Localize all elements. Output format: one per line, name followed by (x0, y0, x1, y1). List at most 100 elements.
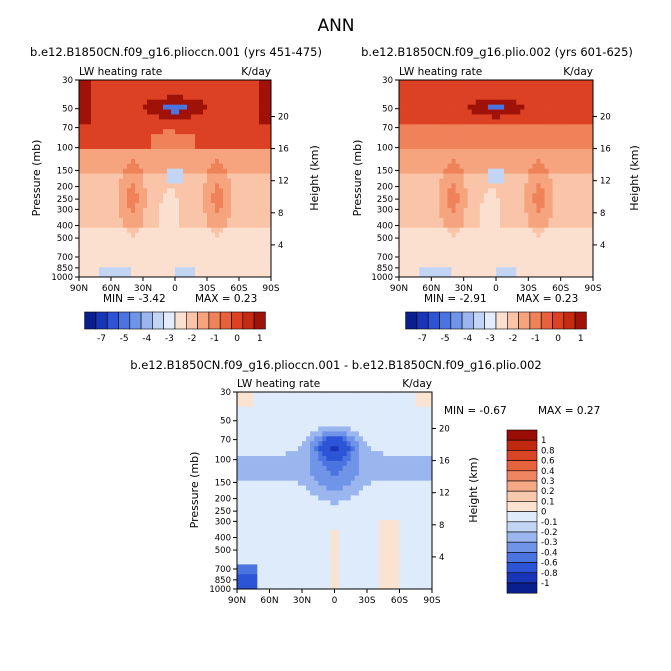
heatmap-cell (483, 183, 489, 189)
heatmap-cell (455, 94, 461, 101)
heatmap-cell (584, 242, 590, 248)
heatmap-cell (257, 441, 262, 447)
heatmap-cell (556, 252, 562, 258)
heatmap-cell (199, 272, 204, 278)
heatmap-cell (95, 109, 100, 115)
heatmap-cell (127, 252, 132, 258)
heatmap-cell (322, 515, 327, 521)
heatmap-cell (496, 99, 501, 106)
heatmap-cell (297, 529, 303, 536)
heatmap-cell (135, 272, 140, 278)
heatmap-cell (556, 173, 562, 179)
heatmap-cell (277, 460, 283, 467)
heatmap-cell (99, 84, 104, 91)
heatmap-cell (87, 119, 92, 125)
heatmap-cell (411, 198, 416, 204)
heatmap-cell (318, 446, 323, 452)
heatmap-cell (548, 208, 553, 214)
heatmap-cell (318, 524, 323, 531)
heatmap-cell (187, 178, 192, 184)
heatmap-cell (520, 134, 525, 140)
heatmap-cell (273, 396, 279, 403)
heatmap-cell (183, 158, 188, 165)
heatmap-cell (483, 178, 489, 184)
heatmap-cell (99, 203, 104, 209)
colorbar-swatch (484, 311, 497, 330)
heatmap-cell (273, 515, 279, 521)
heatmap-cell (195, 242, 200, 248)
heatmap-cell (241, 451, 246, 457)
heatmap-cell (447, 148, 452, 155)
heatmap-cell (147, 212, 152, 219)
heatmap-cell (293, 549, 299, 555)
heatmap-cell (259, 237, 264, 243)
heatmap-cell (237, 569, 242, 575)
heatmap-cell (127, 109, 132, 115)
heatmap-cell (302, 495, 307, 501)
heatmap-cell (227, 158, 232, 165)
heatmap-cell (415, 178, 420, 184)
heatmap-cell (423, 262, 428, 268)
heatmap-cell (584, 257, 590, 263)
heatmap-cell (171, 114, 176, 120)
heatmap-cell (143, 212, 148, 219)
heatmap-cell (443, 257, 448, 263)
heatmap-cell (572, 188, 578, 194)
heatmap-cell (560, 178, 566, 184)
heatmap-cell (528, 242, 533, 248)
heatmap-cell (187, 104, 192, 110)
heatmap-cell (475, 267, 481, 273)
heatmap-cell (411, 217, 416, 224)
heatmap-cell (83, 89, 88, 96)
heatmap-cell (261, 534, 266, 541)
heatmap-cell (403, 168, 408, 174)
heatmap-cell (187, 129, 192, 135)
heatmap-cell (455, 217, 461, 224)
heatmap-cell (289, 539, 295, 546)
heatmap-cell (135, 232, 140, 238)
heatmap-cell (243, 173, 248, 179)
heatmap-cell (247, 198, 252, 204)
heatmap-cell (564, 232, 570, 238)
heatmap-cell (487, 178, 493, 184)
heatmap-cell (245, 584, 250, 590)
heatmap-cell (83, 153, 88, 160)
heatmap-cell (540, 119, 545, 125)
heatmap-cell (516, 119, 521, 125)
heatmap-cell (467, 188, 473, 194)
heatmap-cell (508, 163, 513, 170)
heatmap-cell (159, 153, 164, 160)
heatmap-cell (532, 212, 537, 219)
heatmap-cell (87, 148, 92, 155)
heatmap-cell (544, 198, 549, 204)
heatmap-cell (131, 80, 136, 86)
heatmap-cell (588, 272, 594, 278)
heatmap-cell (261, 510, 266, 516)
heatmap-cell (588, 134, 594, 140)
heatmap-cell (306, 465, 311, 472)
heatmap-cell (265, 460, 270, 467)
heatmap-cell (259, 193, 264, 199)
heatmap-cell (520, 80, 525, 86)
heatmap-cell (115, 217, 120, 224)
heatmap-cell (199, 168, 204, 174)
heatmap-cell (131, 242, 136, 248)
heatmap-cell (155, 208, 160, 214)
heatmap-cell (255, 247, 260, 253)
heatmap-cell (500, 267, 505, 273)
heatmap-cell (79, 208, 84, 214)
heatmap-cell (107, 163, 112, 170)
heatmap-cell (207, 212, 212, 219)
heatmap-cell (552, 217, 558, 224)
heatmap-cell (163, 272, 168, 278)
heatmap-cell (237, 446, 242, 452)
heatmap-cell (524, 124, 529, 130)
heatmap-cell (191, 119, 196, 125)
heatmap-cell (99, 173, 104, 179)
heatmap-cell (548, 173, 553, 179)
heatmap-cell (431, 217, 436, 224)
heatmap-cell (584, 188, 590, 194)
heatmap-cell (127, 80, 132, 86)
heatmap-cell (91, 94, 96, 101)
heatmap-cell (455, 252, 461, 258)
